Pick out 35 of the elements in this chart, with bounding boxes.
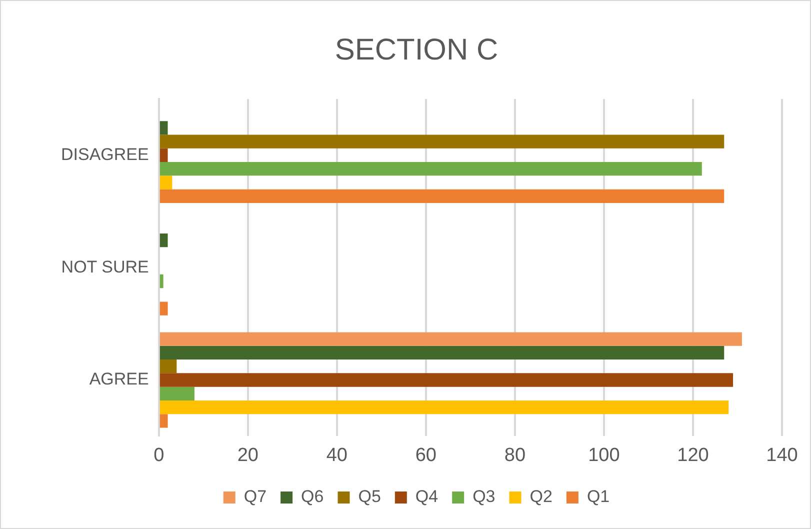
bar <box>160 121 168 135</box>
chart-title: SECTION C <box>334 33 498 66</box>
bar <box>160 346 724 360</box>
bar <box>160 162 702 176</box>
legend-label: Q3 <box>472 487 496 506</box>
bar <box>160 400 729 414</box>
legend-label: Q7 <box>244 487 267 506</box>
bar <box>160 274 164 288</box>
x-tick-label: 60 <box>415 444 436 466</box>
y-tick-label: DISAGREE <box>60 144 149 164</box>
x-tick-label: 100 <box>588 444 620 466</box>
bar <box>160 386 194 400</box>
x-tick-label: 40 <box>326 444 348 466</box>
bar <box>160 134 724 148</box>
bar <box>160 148 168 162</box>
y-tick-label: AGREE <box>89 370 149 389</box>
x-tick-label: 20 <box>237 444 258 466</box>
bar <box>160 233 168 248</box>
legend-label: Q2 <box>530 487 552 506</box>
bar <box>160 332 742 346</box>
bar <box>160 189 724 203</box>
x-tick-label: 140 <box>766 444 798 466</box>
bar <box>160 302 168 316</box>
x-tick-label: 120 <box>677 444 709 466</box>
x-tick-label: 0 <box>154 444 164 466</box>
bar <box>160 414 168 428</box>
legend-label: Q1 <box>586 487 610 506</box>
legend-label: Q5 <box>358 487 381 506</box>
legend-label: Q6 <box>301 487 324 506</box>
legend-label: Q4 <box>415 487 438 506</box>
y-tick-label: NOT SURE <box>61 257 149 276</box>
bar <box>160 360 177 374</box>
bar <box>160 176 172 190</box>
x-tick-label: 80 <box>504 444 526 466</box>
bar <box>160 373 734 387</box>
